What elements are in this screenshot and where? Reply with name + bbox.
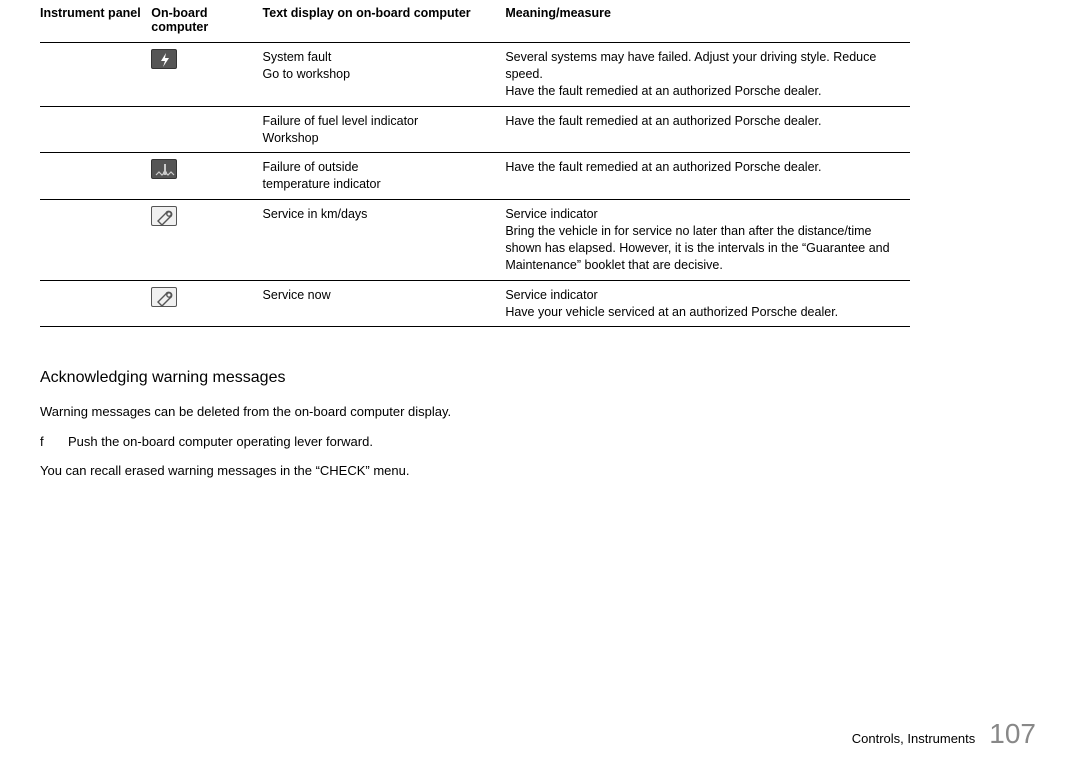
page-footer: Controls, Instruments 107: [852, 718, 1036, 750]
text-display-line: Workshop: [263, 130, 500, 147]
cell-meaning: Service indicatorHave your vehicle servi…: [505, 280, 910, 327]
cell-meaning: Several systems may have failed. Adjust …: [505, 43, 910, 107]
footer-page-number: 107: [989, 718, 1036, 750]
meaning-line: Have the fault remedied at an authorized…: [505, 159, 904, 176]
cell-instrument-panel: [40, 43, 151, 107]
wrench-icon: [151, 287, 177, 307]
cell-instrument-panel: [40, 153, 151, 200]
text-display-line: temperature indicator: [263, 176, 500, 193]
paragraph-2: You can recall erased warning messages i…: [40, 462, 910, 480]
table-row: Failure of outsidetemperature indicatorH…: [40, 153, 910, 200]
table-row: Service in km/days Service indicatorBring…: [40, 200, 910, 281]
header-instrument-panel: Instrument panel: [40, 2, 151, 43]
lightning-icon: [151, 49, 177, 69]
cell-on-board-computer: [151, 43, 262, 107]
paragraph-1: Warning messages can be deleted from the…: [40, 403, 910, 421]
cell-on-board-computer: [151, 200, 262, 281]
cell-text-display: System faultGo to workshop: [263, 43, 506, 107]
text-display-line: System fault: [263, 49, 500, 66]
cell-instrument-panel: [40, 280, 151, 327]
meaning-line: Service indicator: [505, 206, 904, 223]
header-meaning: Meaning/measure: [505, 2, 910, 43]
cell-instrument-panel: [40, 200, 151, 281]
meaning-line: Several systems may have failed. Adjust …: [505, 49, 904, 83]
table-row: Failure of fuel level indicatorWorkshopH…: [40, 106, 910, 153]
warning-messages-table: Instrument panel On-board computer Text …: [40, 2, 910, 327]
meaning-line: Have the fault remedied at an authorized…: [505, 83, 904, 100]
cell-text-display: Failure of fuel level indicatorWorkshop: [263, 106, 506, 153]
header-on-board-computer: On-board computer: [151, 2, 262, 43]
meaning-line: Bring the vehicle in for service no late…: [505, 223, 904, 274]
text-display-line: Failure of outside: [263, 159, 500, 176]
table-row: System faultGo to workshopSeveral system…: [40, 43, 910, 107]
cell-on-board-computer: [151, 280, 262, 327]
cell-text-display: Service in km/days: [263, 200, 506, 281]
cell-instrument-panel: [40, 106, 151, 153]
cell-on-board-computer: [151, 153, 262, 200]
meaning-line: Service indicator: [505, 287, 904, 304]
cell-text-display: Service now: [263, 280, 506, 327]
step-text: Push the on-board computer operating lev…: [68, 433, 373, 451]
header-text-display: Text display on on-board computer: [263, 2, 506, 43]
text-display-line: Failure of fuel level indicator: [263, 113, 500, 130]
temperature-icon: [151, 159, 177, 179]
step-1: f Push the on-board computer operating l…: [40, 433, 910, 451]
section-heading: Acknowledging warning messages: [40, 369, 1040, 387]
cell-meaning: Have the fault remedied at an authorized…: [505, 153, 910, 200]
meaning-line: Have your vehicle serviced at an authori…: [505, 304, 904, 321]
text-display-line: Service in km/days: [263, 206, 500, 223]
wrench-icon: [151, 206, 177, 226]
table-row: Service now Service indicatorHave your ve…: [40, 280, 910, 327]
step-glyph: f: [40, 433, 54, 451]
text-display-line: Go to workshop: [263, 66, 500, 83]
text-display-line: Service now: [263, 287, 500, 304]
cell-on-board-computer: [151, 106, 262, 153]
cell-meaning: Have the fault remedied at an authorized…: [505, 106, 910, 153]
meaning-line: Have the fault remedied at an authorized…: [505, 113, 904, 130]
cell-text-display: Failure of outsidetemperature indicator: [263, 153, 506, 200]
cell-meaning: Service indicatorBring the vehicle in fo…: [505, 200, 910, 281]
footer-section-label: Controls, Instruments: [852, 731, 976, 746]
